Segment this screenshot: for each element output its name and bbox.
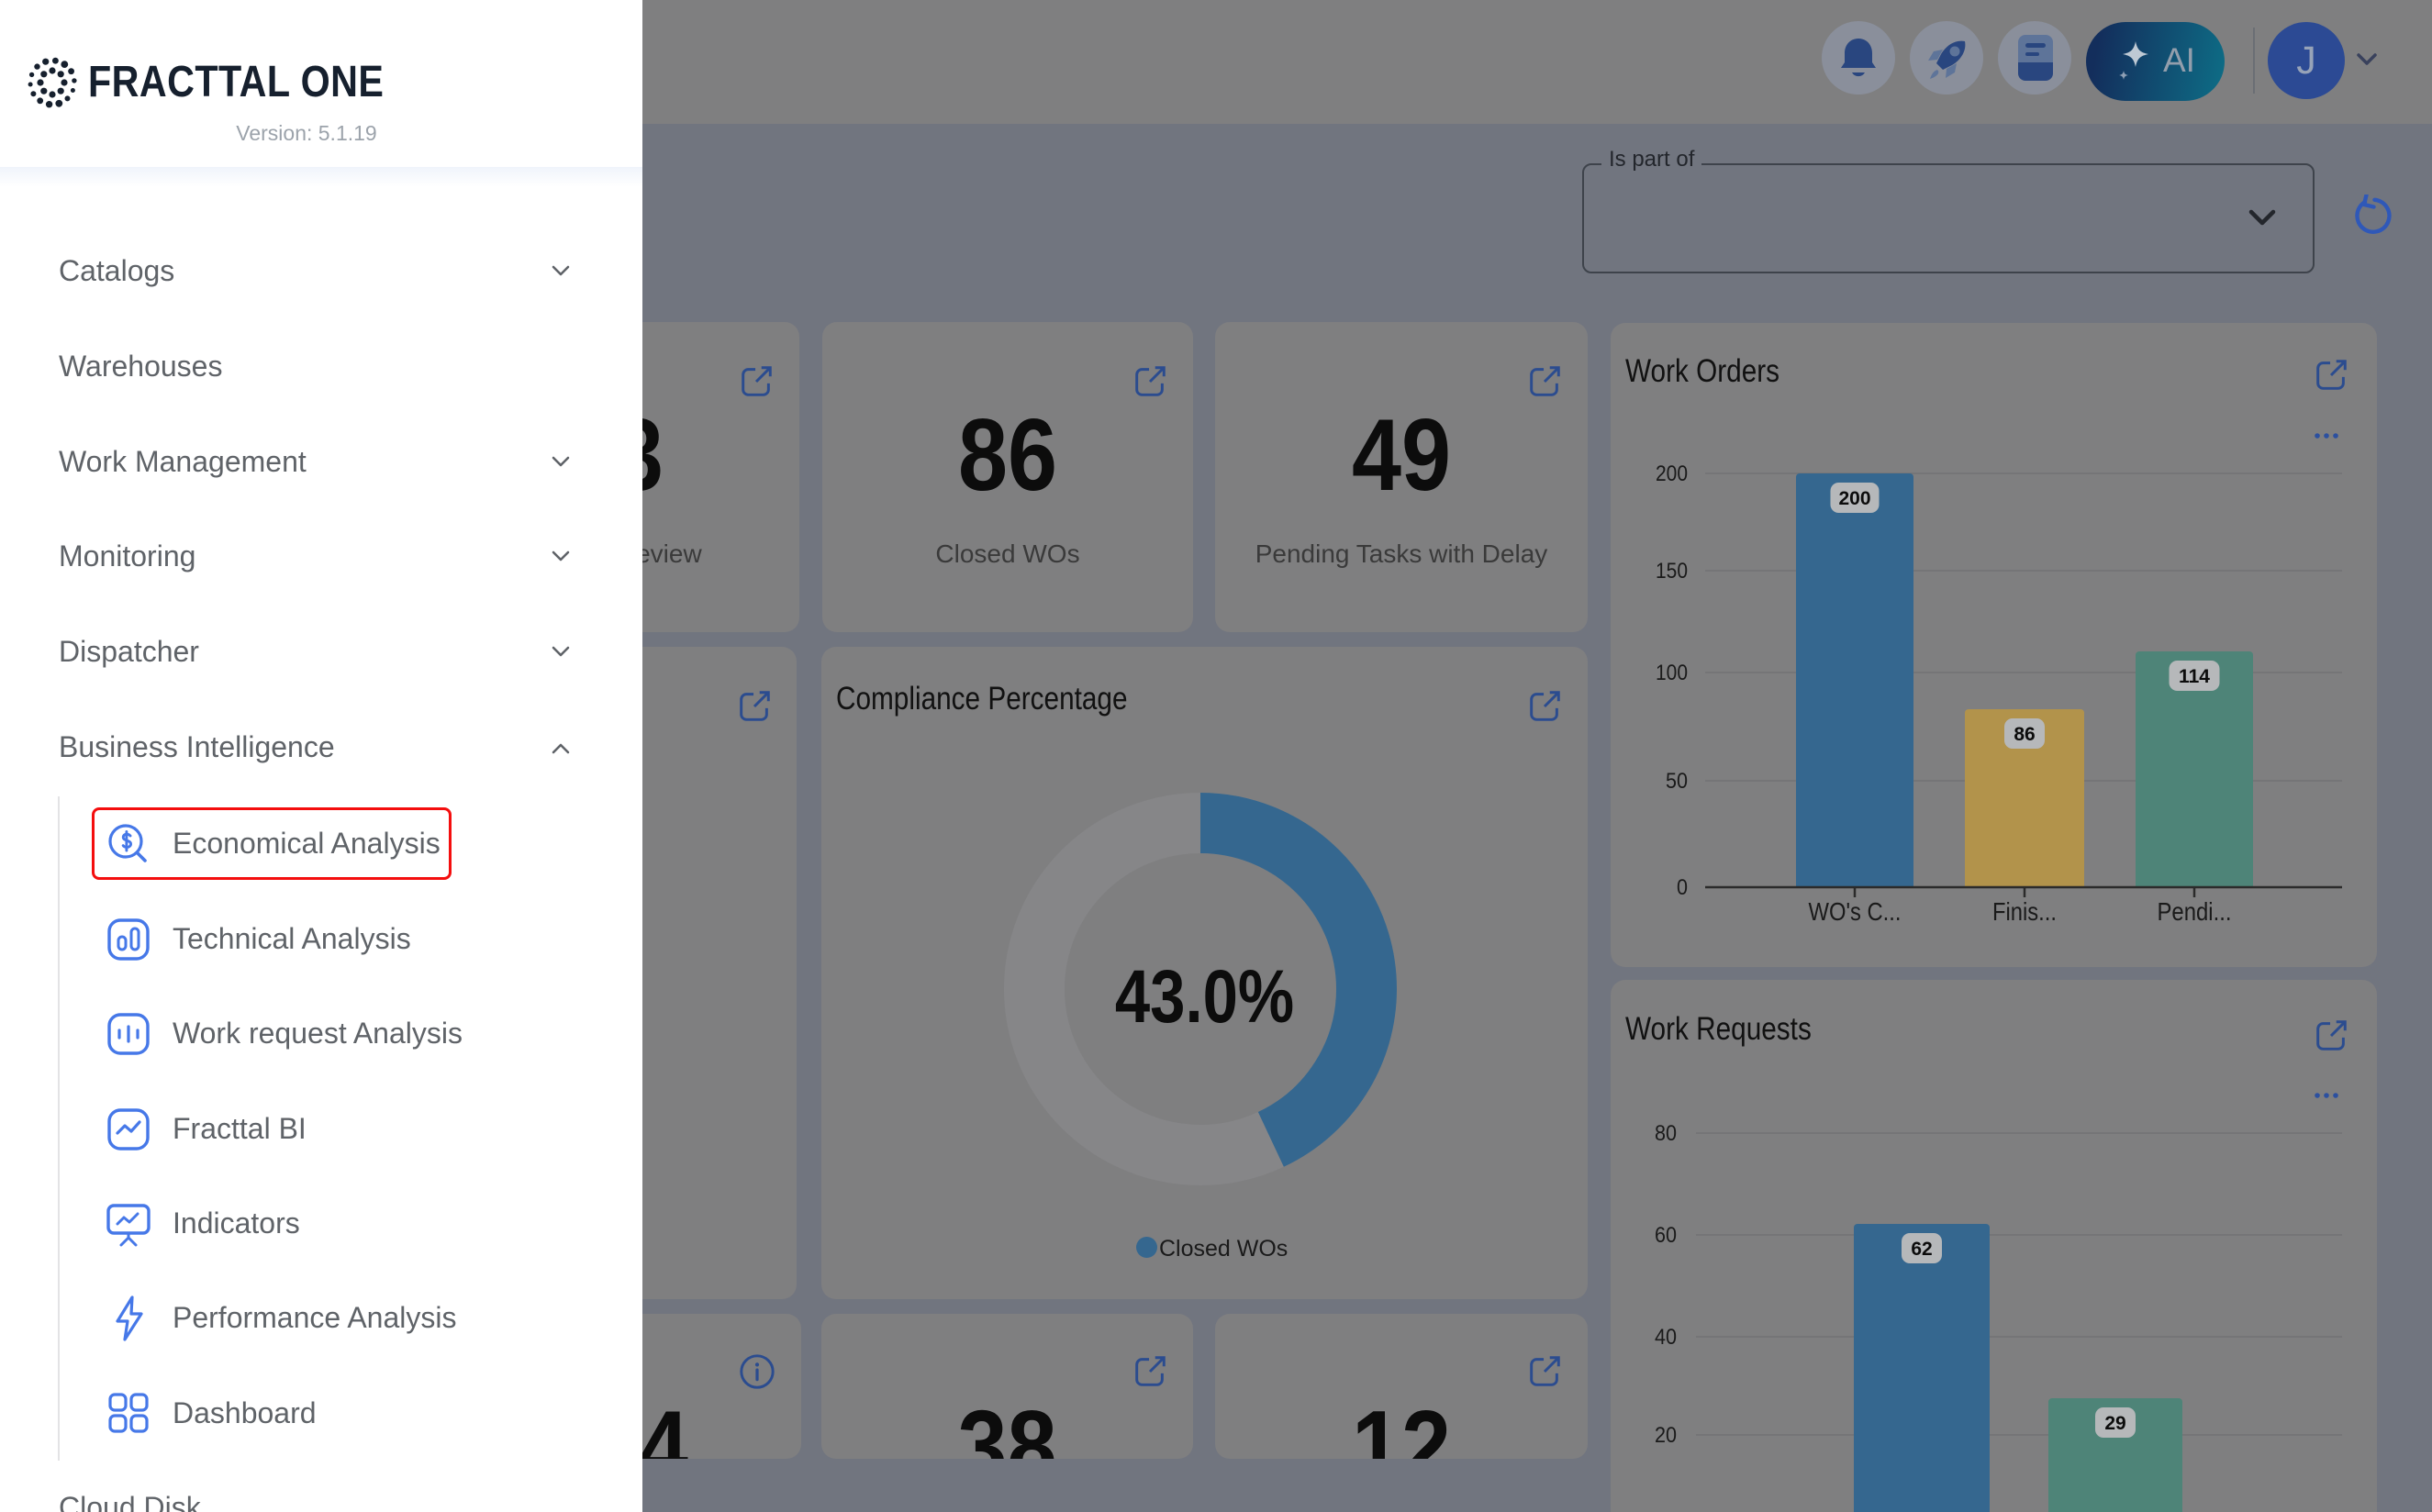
svg-text:80: 80 xyxy=(1655,1121,1677,1146)
svg-text:WO's C...: WO's C... xyxy=(1809,897,1902,926)
svg-text:200: 200 xyxy=(1656,461,1688,486)
svg-text:29: 29 xyxy=(2104,1413,2125,1434)
svg-text:60: 60 xyxy=(1655,1223,1677,1248)
svg-text:20: 20 xyxy=(1655,1423,1677,1448)
svg-text:62: 62 xyxy=(1911,1239,1932,1260)
svg-text:Finis...: Finis... xyxy=(1992,897,2057,926)
svg-text:40: 40 xyxy=(1655,1325,1677,1350)
svg-text:Pendi...: Pendi... xyxy=(2158,897,2232,926)
svg-text:200: 200 xyxy=(1838,488,1870,509)
svg-text:0: 0 xyxy=(1677,875,1688,900)
svg-text:50: 50 xyxy=(1666,769,1688,794)
svg-text:100: 100 xyxy=(1656,661,1688,685)
svg-text:114: 114 xyxy=(2179,666,2210,687)
svg-text:86: 86 xyxy=(2014,724,2035,745)
svg-text:150: 150 xyxy=(1656,559,1688,584)
